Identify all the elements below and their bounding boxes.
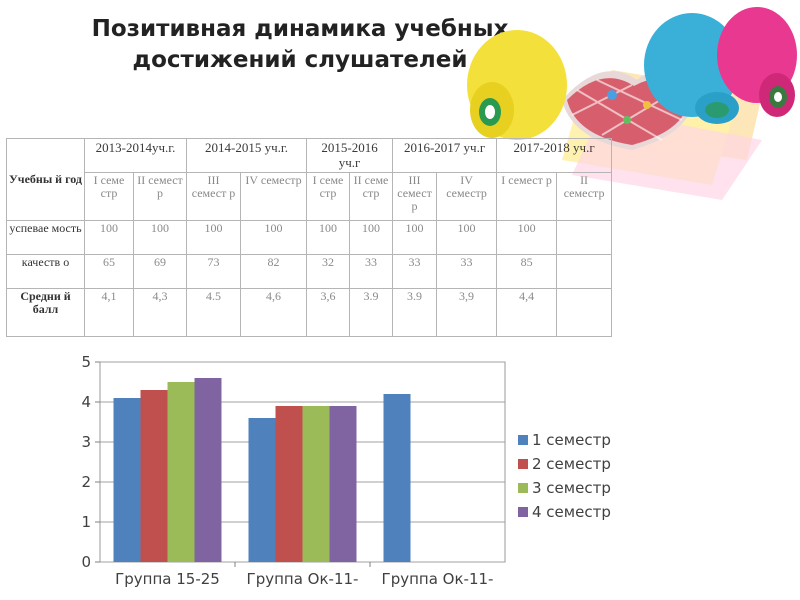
- table-cell: 100: [240, 220, 308, 255]
- legend-label: 1 семестр: [532, 431, 611, 449]
- bar: [113, 398, 141, 562]
- table-cell: 100: [306, 220, 351, 255]
- table-cell: 85: [496, 254, 558, 289]
- semester-header: III семест р: [392, 172, 438, 221]
- table-cell: 82: [240, 254, 308, 289]
- table-cell: 100: [132, 220, 188, 255]
- bar: [140, 390, 168, 562]
- semester-header: IV семестр: [436, 172, 498, 221]
- table-row: качеств о 65 69 73 82 32 33 33 33 85: [6, 254, 613, 289]
- semester-header: III семест р: [186, 172, 242, 221]
- semester-header: II семест р: [132, 172, 188, 221]
- legend-label: 4 семестр: [532, 503, 611, 521]
- legend-swatch: [518, 483, 528, 493]
- y-tick-label: 1: [81, 513, 91, 531]
- table-cell: 4.5: [186, 288, 242, 337]
- x-tick-label: Группа Ок-11-: [382, 570, 494, 588]
- table-cell: 100: [349, 220, 394, 255]
- table-cell: 4,6: [240, 288, 308, 337]
- legend-swatch: [518, 435, 528, 445]
- row-label: успевае мость: [6, 220, 85, 255]
- bar: [329, 406, 357, 562]
- y-tick-label: 5: [81, 353, 91, 371]
- table-cell: 4,1: [84, 288, 134, 337]
- semester-header: I семе стр: [306, 172, 351, 221]
- bar: [383, 394, 411, 562]
- table-row: успевае мость 100 100 100 100 100 100 10…: [6, 220, 613, 255]
- page-title: Позитивная динамика учебных достижений с…: [91, 16, 509, 73]
- table-cell: 100: [186, 220, 242, 255]
- achievements-table: Учебны й год 2013-2014уч.г. 2014-2015 уч…: [6, 138, 613, 337]
- semester-header: I семест р: [496, 172, 558, 221]
- table-cell: 73: [186, 254, 242, 289]
- table-cell: 69: [132, 254, 188, 289]
- table-cell: 4,4: [496, 288, 558, 337]
- bar: [194, 378, 222, 562]
- table-cell: 100: [436, 220, 498, 255]
- bar-chart: 0 1 2 3 4 5 Группа 15-25 Группа Ок-11- Группа Ок…: [81, 353, 611, 588]
- table-cell: 33: [392, 254, 438, 289]
- table-cell: [556, 254, 613, 289]
- table-cell: 3.9: [392, 288, 438, 337]
- bar: [275, 406, 303, 562]
- table-cell: 33: [436, 254, 498, 289]
- table-cell: 100: [496, 220, 558, 255]
- row-label: Средни й балл: [6, 288, 85, 337]
- table-cell: [556, 288, 613, 337]
- table-cell: 100: [392, 220, 438, 255]
- year-header: 2014-2015 уч.г.: [186, 138, 308, 173]
- y-tick-label: 4: [81, 393, 91, 411]
- row-label: качеств о: [6, 254, 85, 289]
- bar: [302, 406, 330, 562]
- bar: [167, 382, 195, 562]
- table-cell: [556, 220, 613, 255]
- table-header-years: Учебны й год 2013-2014уч.г. 2014-2015 уч…: [6, 138, 613, 221]
- table-cell: 32: [306, 254, 351, 289]
- table-cell: 100: [84, 220, 134, 255]
- y-tick-label: 3: [81, 433, 91, 451]
- x-tick-label: Группа 15-25: [115, 570, 220, 588]
- table-cell: 65: [84, 254, 134, 289]
- table-cell: 4,3: [132, 288, 188, 337]
- table-corner-cell: Учебны й год: [6, 138, 85, 221]
- year-header: 2016-2017 уч.г: [392, 138, 498, 173]
- table-cell: 33: [349, 254, 394, 289]
- legend-label: 2 семестр: [532, 455, 611, 473]
- x-tick-label: Группа Ок-11-: [247, 570, 359, 588]
- table-header-semesters: I семе стр II семест р III семест р IV с…: [7, 172, 613, 221]
- table-cell: 3,9: [436, 288, 498, 337]
- table-cell: 3,6: [306, 288, 351, 337]
- semester-header: II семестр: [556, 172, 613, 221]
- bar: [248, 418, 276, 562]
- year-header: 2017-2018 уч.г: [496, 138, 613, 173]
- year-header: 2015-2016 уч.г: [306, 138, 394, 173]
- semester-header: I семе стр: [84, 172, 134, 221]
- y-tick-label: 0: [81, 553, 91, 571]
- legend-swatch: [518, 507, 528, 517]
- semester-header: II семе стр: [349, 172, 394, 221]
- legend-swatch: [518, 459, 528, 469]
- y-tick-label: 2: [81, 473, 91, 491]
- semester-header: IV семестр: [240, 172, 308, 221]
- table-cell: 3.9: [349, 288, 394, 337]
- table-row: Средни й балл 4,1 4,3 4.5 4,6 3,6 3.9 3.…: [6, 288, 613, 337]
- year-header: 2013-2014уч.г.: [83, 138, 188, 173]
- legend-label: 3 семестр: [532, 479, 611, 497]
- thread-spools-image: [467, 7, 797, 200]
